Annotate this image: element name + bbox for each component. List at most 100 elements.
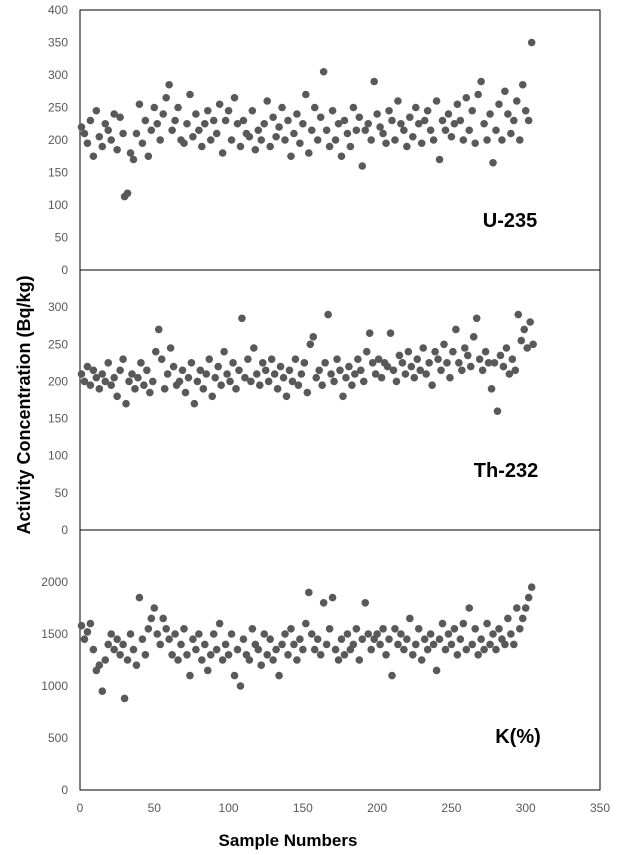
data-point (144, 152, 153, 161)
data-point (480, 119, 488, 128)
data-point (212, 129, 221, 138)
data-point (463, 351, 472, 360)
data-point (178, 366, 187, 375)
data-point (428, 381, 436, 389)
data-point (177, 640, 185, 649)
data-point (305, 149, 313, 157)
data-point (417, 656, 426, 664)
data-point (330, 377, 338, 386)
data-point (318, 381, 326, 389)
panel-frame (79, 269, 601, 531)
data-point (186, 90, 194, 99)
y-tick-label: 150 (48, 412, 68, 426)
data-point (217, 381, 225, 389)
data-point (247, 377, 255, 386)
data-point (319, 67, 328, 76)
data-point (409, 132, 417, 141)
y-tick-label: 250 (48, 101, 68, 115)
data-point (446, 373, 454, 382)
data-point (507, 630, 515, 638)
data-point (505, 370, 514, 378)
data-point (252, 370, 261, 378)
data-point (153, 630, 162, 638)
data-point (364, 119, 373, 128)
data-point (400, 645, 408, 654)
data-point (267, 355, 276, 363)
data-point (348, 381, 356, 389)
data-point (313, 136, 322, 144)
data-point (187, 359, 196, 367)
series-points (77, 310, 537, 415)
data-point (284, 116, 292, 125)
data-point (481, 347, 490, 356)
data-point (486, 110, 494, 118)
data-point (395, 351, 404, 360)
data-point (89, 366, 98, 375)
data-point (361, 599, 370, 607)
data-point (456, 116, 465, 125)
data-point (120, 694, 129, 703)
data-point (245, 656, 254, 664)
data-point (251, 145, 260, 154)
x-axis-title: Sample Numbers (219, 831, 358, 850)
data-point (495, 625, 503, 633)
panel-3: 0 500 1000 1500 2000 K(%) (41, 529, 601, 797)
data-point (101, 119, 110, 128)
data-point (238, 314, 246, 323)
data-point (98, 370, 107, 378)
data-point (449, 347, 457, 356)
data-point (504, 614, 512, 623)
data-point (218, 149, 227, 157)
data-point (420, 635, 429, 643)
panel-frame (79, 529, 601, 791)
data-point (328, 593, 337, 602)
data-point (174, 656, 182, 664)
data-point (346, 142, 355, 151)
y-axis-title: Activity Concentration (Bq/kg) (14, 275, 34, 534)
data-point (352, 126, 361, 135)
data-point (134, 373, 142, 382)
data-point (423, 645, 432, 654)
data-point (477, 77, 485, 86)
data-point (168, 651, 176, 659)
data-point (294, 381, 303, 389)
data-point (104, 640, 113, 649)
data-point (293, 656, 301, 664)
data-point (220, 347, 228, 356)
data-point (293, 110, 301, 118)
x-tick-label: 0 (77, 801, 84, 815)
data-point (453, 100, 462, 109)
data-point (409, 651, 417, 659)
data-point (373, 630, 381, 638)
data-point (391, 136, 399, 144)
x-tick-label: 50 (148, 801, 162, 815)
data-point (83, 139, 92, 148)
y-tick-label: 200 (48, 374, 68, 388)
data-point (132, 661, 141, 669)
data-point (432, 666, 441, 675)
data-point (166, 344, 175, 352)
data-point (279, 373, 288, 382)
data-point (315, 366, 324, 375)
data-point (141, 651, 150, 659)
data-point (163, 370, 172, 378)
data-point (404, 347, 413, 356)
data-point (334, 119, 343, 128)
data-point (456, 635, 465, 643)
data-point (116, 366, 124, 375)
data-point (230, 93, 239, 102)
data-point (98, 687, 107, 695)
panel-label: U-235 (483, 210, 537, 232)
panels-group: 0 50 100 150 200 250 300 350 400 U-235 0 50 100 150 20… (41, 3, 601, 797)
data-point (281, 630, 289, 638)
y-tick-label: 200 (48, 133, 68, 147)
data-point (325, 142, 334, 151)
data-point (518, 80, 527, 89)
data-point (527, 38, 536, 47)
data-point (129, 645, 138, 654)
y-tick-label: 1000 (41, 679, 68, 693)
data-point (447, 132, 456, 141)
data-point (77, 123, 86, 131)
data-point (255, 381, 264, 389)
data-point (355, 656, 364, 664)
